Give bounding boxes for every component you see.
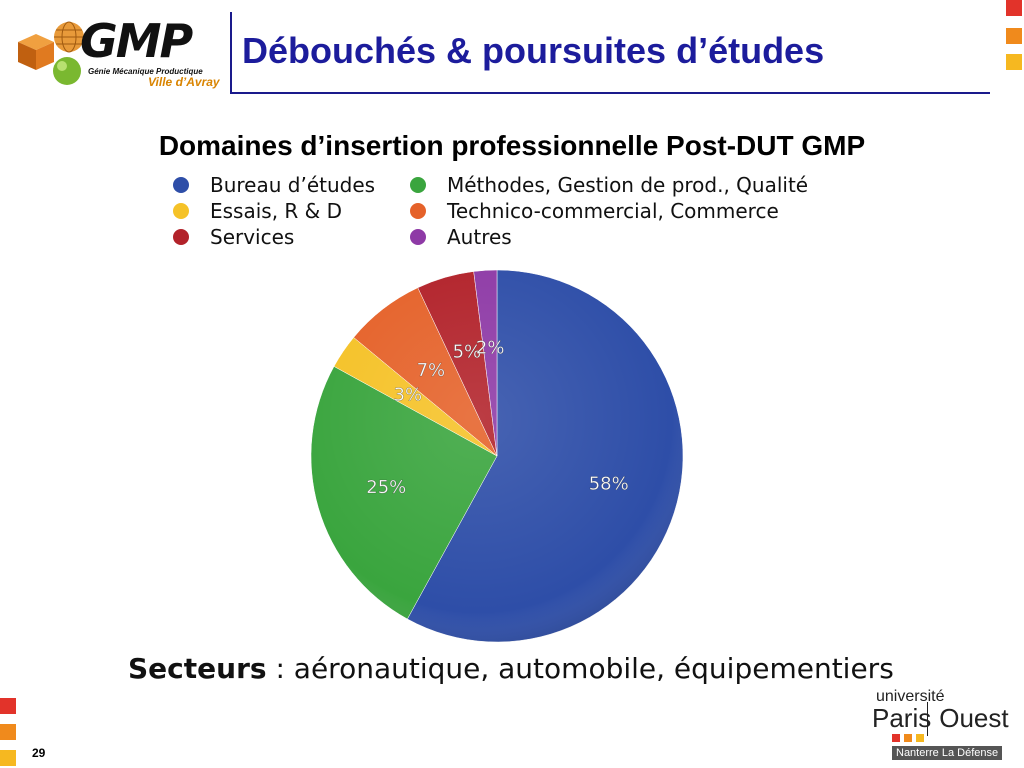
logo-text: GMP — [80, 14, 193, 68]
univ-name: Paris Ouest — [872, 703, 1009, 734]
logo-subtitle: Génie Mécanique Productique — [88, 67, 203, 76]
deco-square-red — [0, 698, 16, 714]
header-divider-vertical — [230, 12, 232, 94]
pie-data-label-5: 2% — [476, 337, 505, 358]
sectors-label: Secteurs — [128, 652, 267, 685]
deco-square-red — [1006, 0, 1022, 16]
legend-item-bureau: Bureau d’études — [170, 172, 375, 198]
univ-square-yellow — [916, 734, 924, 742]
legend-item-essais: Essais, R & D — [170, 198, 342, 224]
slide-title: Débouchés & poursuites d’études — [242, 30, 825, 71]
legend-item-technico: Technico-commercial, Commerce — [407, 198, 779, 224]
sectors-line: Secteurs : aéronautique, automobile, équ… — [128, 652, 894, 685]
legend-item-services: Services — [170, 224, 294, 250]
deco-square-yellow — [1006, 54, 1022, 70]
univ-location: Nanterre La Défense — [892, 746, 1003, 760]
pie-data-label-4: 5% — [453, 341, 482, 362]
pie-data-label-3: 7% — [417, 360, 446, 381]
legend-swatch — [410, 229, 426, 245]
legend-swatch — [173, 229, 189, 245]
legend-label: Services — [210, 225, 295, 249]
legend-swatch — [410, 203, 426, 219]
legend-label: Autres — [447, 225, 512, 249]
univ-separator — [927, 702, 928, 736]
page-number: 29 — [32, 746, 46, 760]
univ-small-text: université — [876, 688, 945, 705]
university-logo: université Paris Ouest Nanterre La Défens… — [868, 688, 1018, 764]
legend-swatch — [173, 177, 189, 193]
legend-item-autres: Autres — [407, 224, 512, 250]
legend-label: Bureau d’études — [210, 173, 376, 197]
univ-square-orange — [904, 734, 912, 742]
gmp-logo: GMP Génie Mécanique Productique Ville d’… — [8, 14, 223, 90]
pie-data-label-0: 58% — [589, 474, 629, 495]
chart-title: Domaines d’insertion professionnelle Pos… — [158, 130, 866, 161]
chart-legend: Bureau d’études Essais, R & D Services M… — [170, 172, 850, 252]
deco-square-yellow — [0, 750, 16, 766]
deco-square-orange — [1006, 28, 1022, 44]
legend-swatch — [410, 177, 426, 193]
univ-square-red — [892, 734, 900, 742]
green-ball-icon — [53, 57, 81, 85]
legend-label: Technico-commercial, Commerce — [447, 199, 779, 223]
univ-name-left: Paris — [872, 703, 932, 733]
sectors-text: : aéronautique, automobile, équipementie… — [266, 652, 894, 685]
pie-data-label-1: 25% — [366, 477, 406, 498]
legend-item-methodes: Méthodes, Gestion de prod., Qualité — [407, 172, 808, 198]
univ-name-right: Ouest — [939, 703, 1009, 733]
legend-label: Essais, R & D — [210, 199, 343, 223]
gmp-cube-icon — [18, 34, 54, 70]
logo-location: Ville d’Avray — [148, 75, 220, 89]
deco-square-orange — [0, 724, 16, 740]
legend-swatch — [173, 203, 189, 219]
pie-data-label-2: 3% — [394, 384, 423, 405]
globe-icon — [54, 21, 84, 53]
header-divider-horizontal — [230, 92, 990, 94]
legend-label: Méthodes, Gestion de prod., Qualité — [447, 173, 809, 197]
